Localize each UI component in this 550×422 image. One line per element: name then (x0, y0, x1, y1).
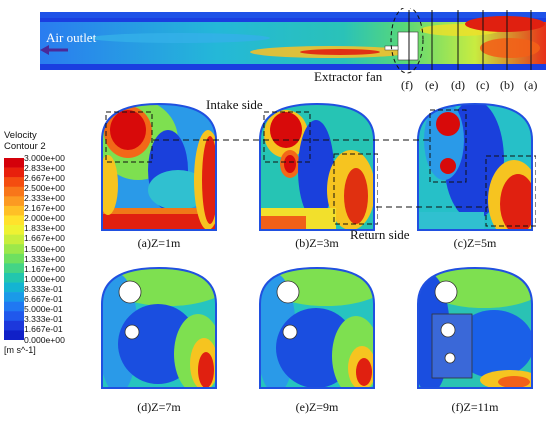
return-side-label: Return side (350, 227, 410, 242)
fan-dashed-ellipse (390, 8, 424, 74)
legend-value-label: 2.500e+00 (24, 182, 65, 193)
section-b-return-box (333, 153, 378, 225)
extractor-fan-label: Extractor fan (314, 69, 383, 84)
legend-swatch (4, 205, 24, 216)
legend-value-label: 1.833e+00 (24, 223, 65, 234)
legend-value-label: 8.333e-01 (24, 283, 63, 294)
intake-side-label: Intake side (206, 97, 263, 112)
section-b-contour (259, 102, 378, 231)
legend-colorbar (4, 158, 24, 340)
legend-swatch (4, 253, 24, 264)
legend-swatch (4, 167, 24, 178)
legend-value-label: 5.000e-01 (24, 304, 63, 315)
caption-e: (e)Z=9m (295, 400, 339, 414)
marker-b: (b) (500, 78, 514, 92)
marker-c: (c) (476, 78, 490, 92)
legend-title-line2: Contour 2 (4, 141, 46, 152)
legend-swatch (4, 177, 24, 188)
marker-e: (e) (425, 78, 439, 92)
marker-f: (f) (401, 78, 413, 92)
legend-swatch (4, 234, 24, 245)
legend-title: Velocity Contour 2 (4, 130, 46, 152)
legend-value-label: 2.333e+00 (24, 192, 65, 203)
section-c-return-box (485, 155, 536, 227)
legend-value-label: 2.167e+00 (24, 203, 65, 214)
section-d-contour (101, 266, 217, 389)
caption-c: (c)Z=5m (453, 236, 497, 250)
caption-b: (b)Z=3m (295, 236, 339, 250)
extractor-fan-block (397, 31, 419, 61)
air-outlet-label: Air outlet (46, 30, 97, 45)
section-c-contour (417, 102, 536, 231)
legend-value-label: 3.000e+00 (24, 152, 65, 163)
section-c-intake-box (429, 109, 467, 183)
legend-swatch (4, 311, 24, 322)
legend-swatch (4, 272, 24, 283)
legend-value-label: 1.167e+00 (24, 263, 65, 274)
section-f-contour (417, 266, 533, 389)
legend-title-line1: Velocity (4, 130, 37, 141)
section-a-contour (101, 102, 217, 231)
legend-swatch (4, 196, 24, 207)
legend-swatch (4, 186, 24, 197)
section-e-contour (259, 266, 375, 389)
marker-a: (a) (524, 78, 538, 92)
legend-value-label: 1.667e-01 (24, 324, 63, 335)
legend-value-label: 1.000e+00 (24, 273, 65, 284)
legend-swatch (4, 215, 24, 226)
legend-value-label: 2.000e+00 (24, 213, 65, 224)
legend-value-label: 1.500e+00 (24, 243, 65, 254)
legend-swatch (4, 282, 24, 293)
legend-value-label: 2.833e+00 (24, 162, 65, 173)
marker-d: (d) (451, 78, 465, 92)
legend-value-label: 6.667e-01 (24, 294, 63, 305)
legend-swatch (4, 158, 24, 168)
legend-value-label: 1.333e+00 (24, 253, 65, 264)
legend-value-label: 2.667e+00 (24, 172, 65, 183)
legend-value-label: 1.667e+00 (24, 233, 65, 244)
caption-a: (a)Z=1m (137, 236, 181, 250)
legend-swatch (4, 320, 24, 331)
legend-swatch (4, 225, 24, 235)
legend-swatch (4, 244, 24, 255)
legend-value-label: 0.000e+00 (24, 334, 65, 345)
caption-f: (f)Z=11m (451, 400, 499, 414)
legend-unit: [m s^-1] (4, 345, 36, 355)
legend-value-label: 3.333e-01 (24, 314, 63, 325)
legend-swatch (4, 330, 24, 340)
legend-swatch (4, 301, 24, 312)
section-f-fan-panel (431, 313, 473, 379)
legend-swatch (4, 263, 24, 274)
tunnel-longitudinal-contour (40, 8, 546, 74)
caption-d: (d)Z=7m (137, 400, 181, 414)
legend-swatch (4, 292, 24, 302)
